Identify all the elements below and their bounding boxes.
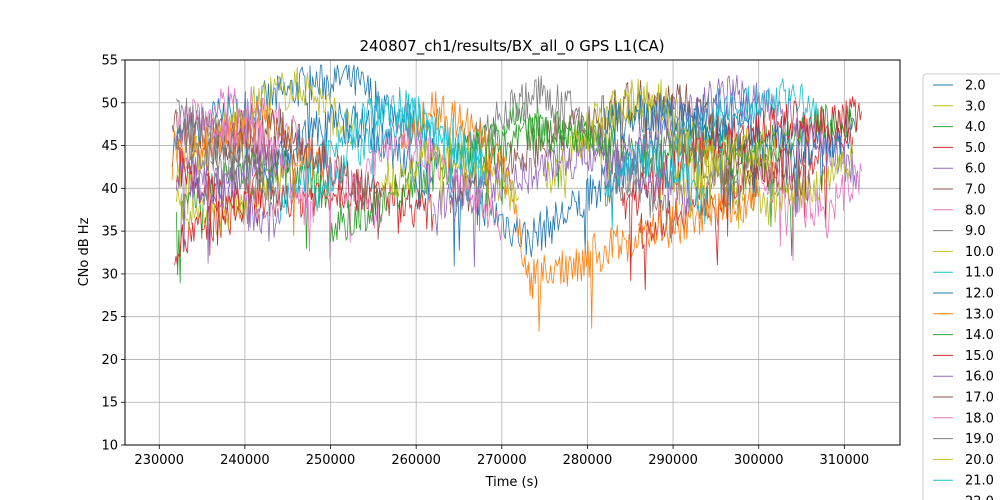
y-tick-label: 45: [101, 139, 118, 154]
series-line-9.0: [176, 97, 280, 203]
x-tick-label: 310000: [820, 453, 870, 468]
x-axis-ticks: 230000 240000 250000 260000 270000 280000 2900…: [134, 445, 869, 468]
y-tick-label: 30: [101, 267, 118, 282]
y-tick-label: 35: [101, 225, 118, 240]
y-tick-label: 50: [101, 96, 118, 111]
legend-label: 11.0: [965, 266, 994, 281]
legend-label: 21.0: [965, 474, 994, 489]
series-line-13.0: [171, 101, 331, 236]
series-line-7.0: [171, 109, 297, 174]
legend-label: 5.0: [965, 141, 986, 156]
legend-label: 3.0: [965, 99, 986, 114]
x-axis-label: Time (s): [485, 475, 539, 490]
series-line-13.0: [527, 178, 760, 332]
series-line-20.0: [673, 128, 777, 222]
x-tick-label: 270000: [477, 453, 527, 468]
series-line-18.0: [210, 108, 314, 252]
chart-title: 240807_ch1/results/BX_all_0 GPS L1(CA): [359, 37, 664, 56]
legend-label: 12.0: [965, 287, 994, 302]
series-line-17.0: [707, 134, 811, 237]
legend-label: 15.0: [965, 349, 994, 364]
legend-label: 14.0: [965, 328, 994, 343]
legend-label: 17.0: [965, 391, 994, 406]
legend: 2.0 3.0 4.0 5.0 6.0 7.0 8.0 9.0 10.0 11.0 12.0 13.0…: [922, 73, 1000, 500]
legend-label: 4.0: [965, 120, 986, 135]
legend-label: 9.0: [965, 224, 986, 239]
legend-label: 10.0: [965, 245, 994, 260]
series-line-21.0: [313, 93, 486, 212]
x-tick-label: 250000: [306, 453, 356, 468]
series-line-20.0: [381, 137, 520, 220]
x-tick-label: 260000: [391, 453, 441, 468]
y-tick-label: 55: [101, 54, 118, 69]
series-line-5.0: [174, 168, 434, 266]
x-tick-label: 280000: [563, 453, 613, 468]
x-tick-label: 240000: [220, 453, 270, 468]
legend-label: 13.0: [965, 307, 994, 322]
legend-label: 8.0: [965, 203, 986, 218]
series-line-16.0: [432, 135, 691, 268]
legend-label: 22.0: [965, 495, 994, 500]
y-tick-label: 20: [101, 353, 118, 368]
series-line-21.0: [604, 137, 708, 231]
series-line-12.0: [604, 92, 858, 215]
y-tick-label: 10: [101, 439, 118, 454]
legend-label: 2.0: [965, 79, 986, 94]
y-axis-ticks: 10 15 20 25 30 35 40 45 50 55: [101, 54, 125, 454]
series-line-19.0: [176, 122, 271, 217]
series-line-8.0: [758, 163, 862, 262]
legend-label: 7.0: [965, 183, 986, 198]
legend-label: 16.0: [965, 370, 994, 385]
plot-area-frame: [124, 59, 901, 446]
series-line-6.0: [176, 135, 280, 242]
y-axis-label: CNo dB Hz: [77, 217, 92, 286]
x-tick-label: 300000: [734, 453, 784, 468]
series-lines: [171, 64, 862, 332]
series-line-11.0: [672, 78, 819, 203]
x-tick-label: 290000: [648, 453, 698, 468]
y-tick-label: 15: [101, 396, 118, 411]
y-tick-label: 25: [101, 310, 118, 325]
series-line-10.0: [569, 78, 854, 230]
legend-box: [922, 73, 1000, 500]
series-line-12.0: [261, 102, 434, 211]
legend-label: 20.0: [965, 453, 994, 468]
y-tick-label: 40: [101, 182, 118, 197]
series-line-17.0: [210, 108, 383, 240]
x-tick-label: 230000: [134, 453, 184, 468]
legend-label: 6.0: [965, 162, 986, 177]
legend-label: 19.0: [965, 432, 994, 447]
legend-label: 18.0: [965, 411, 994, 426]
series-line-11.0: [278, 86, 486, 232]
